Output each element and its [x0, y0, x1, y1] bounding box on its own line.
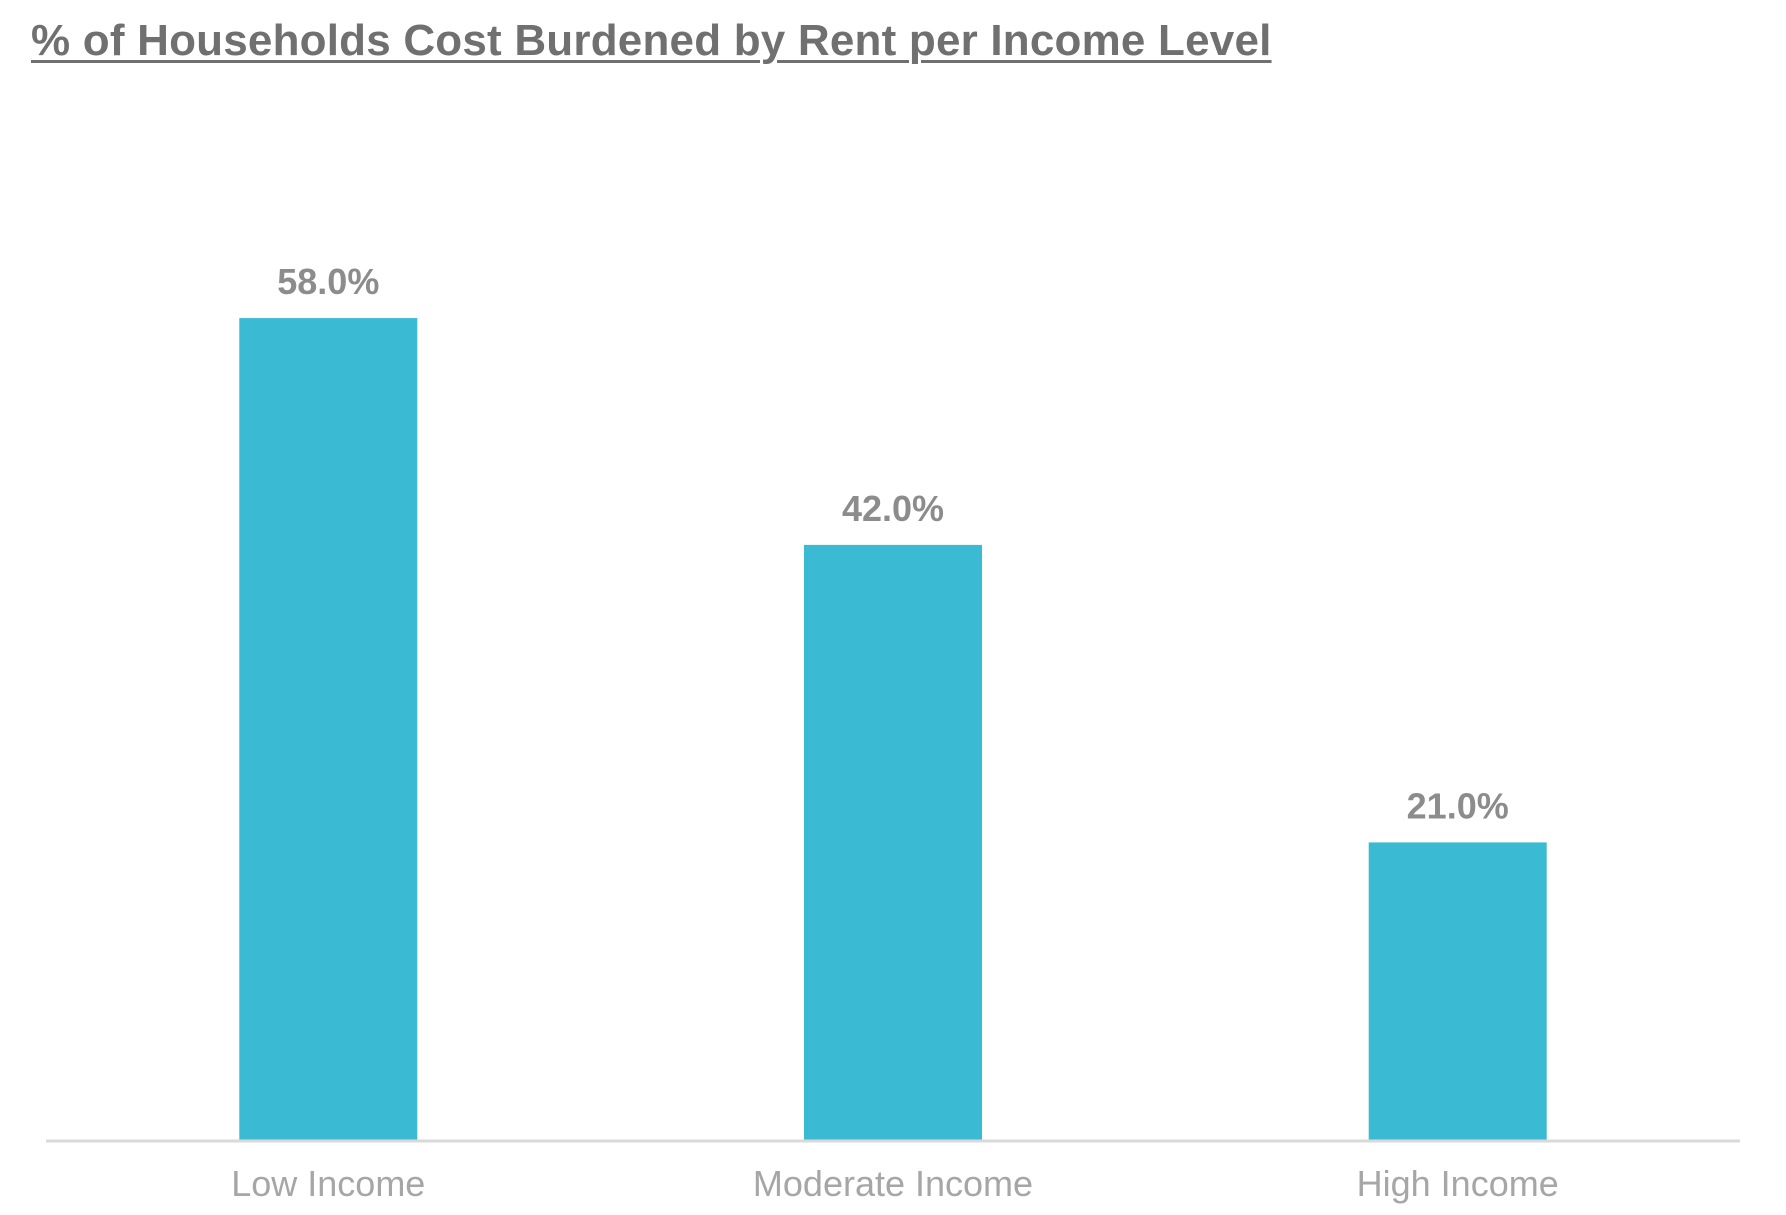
- data-label-low-income: 58.0%: [277, 261, 379, 302]
- chart-title: % of Households Cost Burdened by Rent pe…: [31, 16, 1272, 65]
- bar-moderate-income: [804, 544, 982, 1140]
- x-tick-label-moderate-income: Moderate Income: [753, 1163, 1033, 1204]
- data-label-high-income: 21.0%: [1407, 785, 1509, 826]
- tick-labels-layer: Low Income Moderate Income High Income: [231, 1163, 1559, 1204]
- x-tick-label-high-income: High Income: [1357, 1163, 1559, 1204]
- x-tick-label-low-income: Low Income: [231, 1163, 425, 1204]
- bar-high-income: [1368, 842, 1547, 1140]
- data-label-moderate-income: 42.0%: [842, 488, 944, 529]
- bar-low-income: [239, 318, 418, 1141]
- value-labels-layer: 58.0% 42.0% 21.0%: [277, 261, 1508, 826]
- bars-layer: [239, 318, 1547, 1141]
